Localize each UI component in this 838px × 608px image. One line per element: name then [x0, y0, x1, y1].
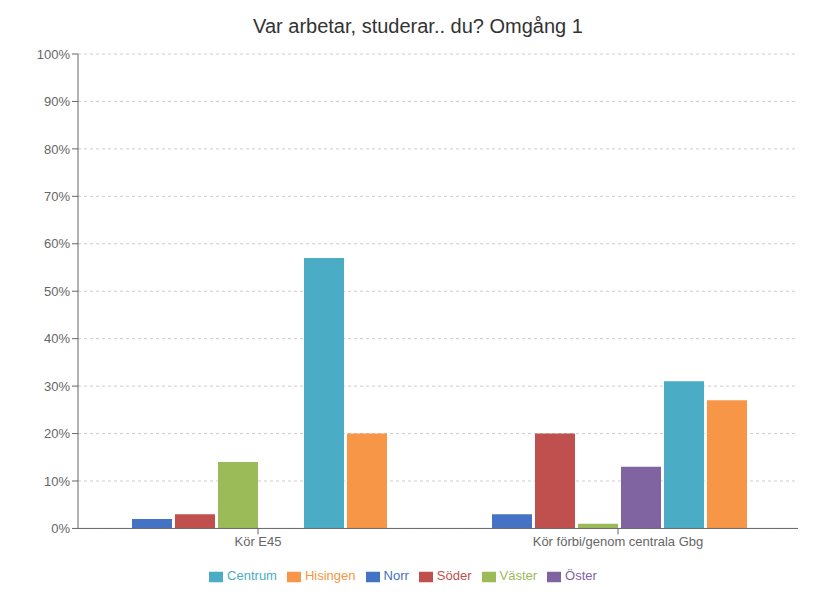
svg-text:70%: 70%	[44, 189, 70, 204]
html-text:Öster: Öster	[565, 568, 597, 584]
svg-text:100%: 100%	[37, 47, 71, 62]
svg-text:50%: 50%	[44, 284, 70, 299]
html-text:Centrum: Centrum	[227, 568, 277, 584]
html-text:Hisingen: Hisingen	[305, 568, 356, 584]
svg-text:60%: 60%	[44, 236, 70, 251]
svg-text:40%: 40%	[44, 331, 70, 346]
svg-text:80%: 80%	[44, 142, 70, 157]
html-text:Var arbetar, studerar.. du? Om: Var arbetar, studerar.. du? Omgång 1	[253, 15, 583, 37]
svg-text:Kör E45: Kör E45	[235, 534, 282, 549]
html-text:Söder: Söder	[436, 568, 472, 584]
svg-text:30%: 30%	[44, 379, 70, 394]
svg-text:90%: 90%	[44, 94, 70, 109]
svg-text:0%: 0%	[51, 521, 70, 536]
html-text:Väster: Väster	[499, 568, 538, 584]
svg-text:20%: 20%	[44, 426, 70, 441]
html-text:Norr: Norr	[383, 568, 409, 584]
svg-text:Kör förbi/genom centrala Gbg: Kör förbi/genom centrala Gbg	[533, 534, 704, 549]
svg-text:10%: 10%	[44, 474, 70, 489]
